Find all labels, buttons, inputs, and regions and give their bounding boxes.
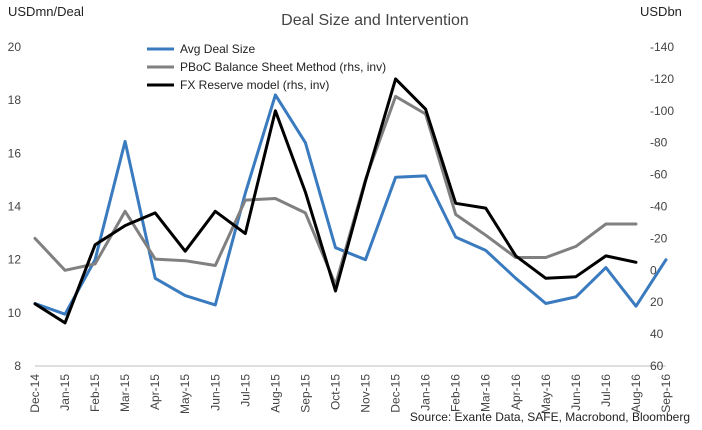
x-tick-label: Dec-15 xyxy=(389,374,403,413)
left-tick-label: 12 xyxy=(8,253,22,267)
x-axis-ticks: Dec-14 Jan-15 Feb-15 Mar-15 Apr-15 May-15 Jun-… xyxy=(28,374,673,414)
series-line-2 xyxy=(33,94,638,287)
x-tick-label: Jun-16 xyxy=(569,374,583,411)
x-tick-label: Feb-15 xyxy=(88,374,102,412)
right-tick-label: -120 xyxy=(650,72,674,86)
right-tick-label: 20 xyxy=(650,295,664,309)
x-tick-label: Jan-15 xyxy=(58,374,72,411)
x-tick-label: Aug-15 xyxy=(268,374,282,413)
x-tick-label: Apr-16 xyxy=(509,374,523,410)
x-tick-label: Jul-16 xyxy=(599,374,613,407)
x-tick-label: Apr-15 xyxy=(148,374,162,410)
x-tick-label: May-15 xyxy=(178,374,192,414)
x-tick-label: Mar-16 xyxy=(479,374,493,412)
x-tick-label: Jul-15 xyxy=(238,374,252,407)
x-tick-label: Mar-15 xyxy=(118,374,132,412)
series-line-1 xyxy=(33,93,668,316)
x-tick-label: Oct-15 xyxy=(328,374,342,410)
left-axis-ticks: 8 10 12 14 16 18 20 xyxy=(8,40,22,373)
right-tick-label: -140 xyxy=(650,40,674,54)
left-tick-label: 14 xyxy=(8,200,22,214)
right-tick-label: -40 xyxy=(650,200,668,214)
right-tick-label: 60 xyxy=(650,359,664,373)
right-tick-label: -20 xyxy=(650,231,668,245)
legend-label-3: FX Reserve model (rhs, inv) xyxy=(180,78,329,92)
x-tick-label: Sep-15 xyxy=(298,374,312,413)
legend: Avg Deal Size PBoC Balance Sheet Method (… xyxy=(147,42,386,92)
x-tick-label: Dec-14 xyxy=(28,374,42,413)
left-tick-label: 16 xyxy=(8,146,22,160)
left-tick-label: 18 xyxy=(8,93,22,107)
series-line-3 xyxy=(33,77,638,325)
x-tick-label: Jan-16 xyxy=(419,374,433,411)
x-tick-label: Nov-15 xyxy=(359,374,373,413)
left-tick-label: 10 xyxy=(8,306,22,320)
right-tick-label: -100 xyxy=(650,104,674,118)
left-axis-unit: USDmn/Deal xyxy=(8,4,84,19)
legend-label-1: Avg Deal Size xyxy=(180,42,255,56)
x-tick-label: Feb-16 xyxy=(449,374,463,412)
right-tick-label: 40 xyxy=(650,327,664,341)
x-tick-label: Aug-16 xyxy=(629,374,643,413)
x-tick-label: Jun-15 xyxy=(208,374,222,411)
right-axis-unit: USDbn xyxy=(640,4,682,19)
legend-label-2: PBoC Balance Sheet Method (rhs, inv) xyxy=(180,60,386,74)
series-lines xyxy=(33,77,668,325)
left-tick-label: 8 xyxy=(14,359,21,373)
right-axis-ticks: 60 40 20 0 -20 -40 -60 -80 -100 -120 -140 xyxy=(650,40,674,373)
left-tick-label: 20 xyxy=(8,40,22,54)
right-tick-label: -80 xyxy=(650,136,668,150)
x-tick-label: May-16 xyxy=(539,374,553,414)
right-tick-label: -60 xyxy=(650,168,668,182)
x-tick-label: Sep-16 xyxy=(659,374,673,413)
source-note: Source: Exante Data, SAFE, Macrobond, Bl… xyxy=(410,410,690,424)
chart-title: Deal Size and Intervention xyxy=(281,12,469,29)
right-tick-label: 0 xyxy=(650,263,657,277)
